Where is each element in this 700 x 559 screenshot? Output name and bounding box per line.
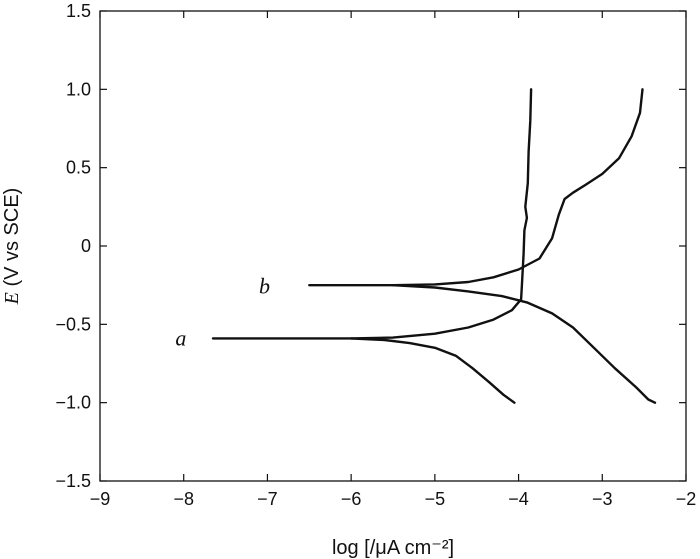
x-tick-labels: −9 −8 −7 −6 −5 −4 −3 −2 <box>90 489 697 509</box>
x-tick-label: −3 <box>592 489 613 509</box>
y-axis-title-rest: (V vs SCE) <box>1 188 23 292</box>
curve-b-cathodic <box>391 284 657 404</box>
curves <box>211 88 657 404</box>
y-tick-label: 0.5 <box>66 158 91 178</box>
axis-ticks <box>99 10 687 482</box>
x-tick-label: −4 <box>508 489 529 509</box>
y-tick-labels: −1.5 −1.0 −0.5 0 0.5 1.0 1.5 <box>55 1 91 491</box>
x-tick-label: −2 <box>676 489 697 509</box>
x-tick-label: −5 <box>425 489 446 509</box>
curve-labels: ab <box>175 274 270 351</box>
curve-label-b: b <box>259 274 270 299</box>
curve-b-anodic <box>308 88 644 287</box>
x-axis-title: log [/μA cm⁻²] <box>332 537 454 559</box>
y-tick-label: −1.0 <box>55 393 91 413</box>
y-axis-title: E (V vs SCE) <box>1 188 23 306</box>
y-tick-label: −1.5 <box>55 471 91 491</box>
y-tick-label: 0 <box>81 236 91 256</box>
curve-a-anodic <box>211 88 533 340</box>
x-tick-label: −9 <box>90 489 111 509</box>
x-tick-label: −6 <box>341 489 362 509</box>
y-axis-title-symbol: E <box>1 292 23 305</box>
x-tick-label: −8 <box>173 489 194 509</box>
y-tick-label: 1.5 <box>66 1 91 21</box>
y-tick-label: 1.0 <box>66 79 91 99</box>
curve-label-a: a <box>175 325 186 350</box>
y-tick-label: −0.5 <box>55 314 91 334</box>
x-tick-label: −7 <box>257 489 278 509</box>
curve-a-cathodic <box>349 337 516 404</box>
plot-frame <box>99 10 687 482</box>
